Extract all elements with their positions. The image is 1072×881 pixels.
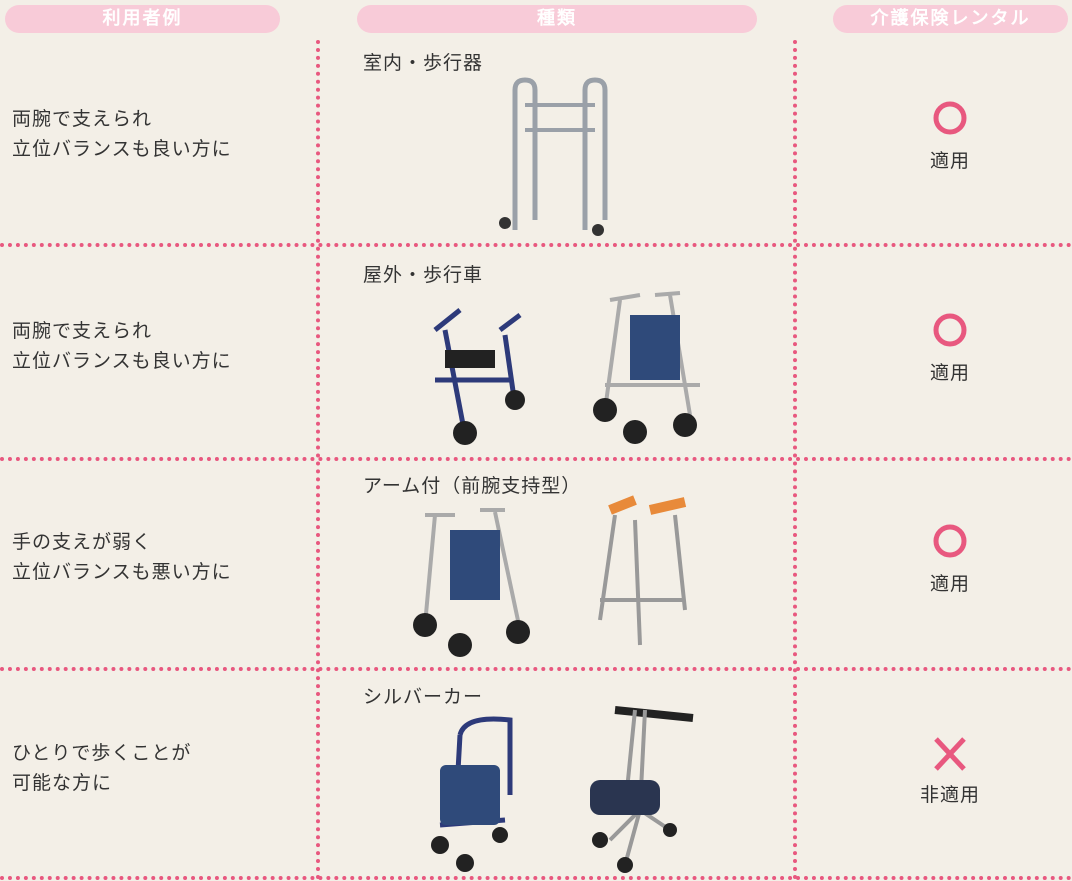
circle-icon [933,101,967,135]
rental-status: 適用 [929,362,970,384]
row-divider [0,876,1072,880]
user-example: 両腕で支えられ [12,108,153,130]
user-example: 立位バランスも良い方に [12,350,232,372]
type-label: 屋外・歩行車 [363,264,484,286]
type-label: アーム付（前腕支持型） [363,475,582,497]
type-label: 室内・歩行器 [363,52,484,74]
user-example: 手の支えが弱く [12,531,153,553]
header-user: 利用者例 [5,5,280,33]
rental-status: 適用 [929,150,970,172]
row-divider [0,457,1072,461]
user-example: 立位バランスも悪い方に [12,561,232,583]
rental-status: 非適用 [919,784,980,806]
type-label: シルバーカー [363,686,484,708]
row-divider [0,667,1072,671]
rental-status: 適用 [929,573,970,595]
user-example: 可能な方に [12,772,113,794]
header-type: 種類 [357,5,757,33]
circle-icon [933,524,967,558]
user-example: 両腕で支えられ [12,320,153,342]
user-example: ひとりで歩くことが [12,742,192,764]
silver-car-image [431,716,513,872]
silver-car-image [590,706,694,873]
cross-icon [934,737,966,771]
row-divider [0,243,1072,247]
circle-icon [933,313,967,347]
rollator-image [593,291,700,444]
arm-walker-image [598,495,687,646]
header-rental: 介護保険レンタル [833,5,1068,33]
walker-image [499,77,608,236]
user-example: 立位バランスも良い方に [12,138,232,160]
arm-walker-image [413,508,530,657]
rollator-image [433,308,525,445]
